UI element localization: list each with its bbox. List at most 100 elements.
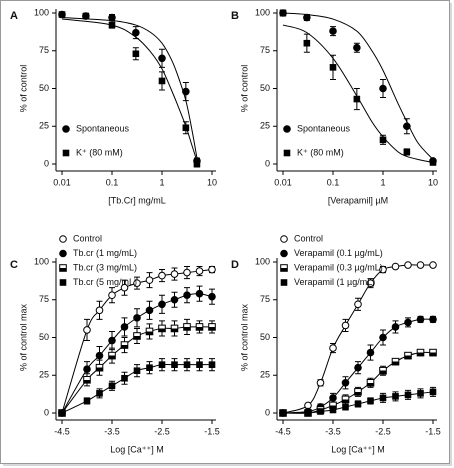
data-point (183, 291, 191, 300)
data-point (208, 361, 216, 368)
data-point (133, 332, 141, 340)
data-point (379, 333, 387, 342)
data-point (354, 363, 362, 372)
data-point (379, 136, 387, 144)
data-point (170, 270, 179, 278)
data-point (404, 391, 412, 399)
data-point (391, 262, 400, 271)
x-tick-label: -3.5 (325, 426, 341, 436)
y-axis-label: % of control (18, 65, 28, 113)
data-point (133, 279, 141, 287)
y-tick-label: 50 (260, 332, 270, 342)
data-point (379, 366, 387, 375)
y-tick-label: 25 (39, 121, 49, 131)
y-axis-label: % of control max (239, 303, 249, 371)
data-point (366, 279, 375, 287)
data-point (404, 318, 412, 327)
data-point (108, 351, 116, 360)
y-tick-label: 75 (39, 294, 49, 304)
data-point (183, 361, 191, 368)
data-point (146, 364, 153, 371)
y-axis-label: % of control max (18, 303, 28, 371)
y-tick-label: 0 (44, 407, 49, 417)
y-tick-label: 50 (260, 83, 270, 93)
data-point (379, 394, 387, 402)
data-point (83, 365, 91, 374)
data-point (121, 374, 128, 382)
x-tick-label: -1.5 (425, 426, 441, 436)
data-point (379, 265, 387, 274)
x-tick-label: 0.1 (327, 177, 340, 187)
data-point (341, 395, 350, 404)
data-point (403, 148, 411, 156)
x-axis-label: Log [Ca⁺⁺] M (110, 444, 164, 454)
y-tick-label: 0 (265, 158, 270, 168)
data-point (158, 54, 166, 63)
y-tick-label: 50 (39, 332, 49, 342)
x-tick-label: -4.5 (54, 426, 70, 436)
panel-label: D (231, 259, 239, 271)
data-point (132, 50, 140, 58)
data-point (145, 306, 154, 315)
legend-label: K⁺ (80 mM) (76, 147, 123, 157)
legend-label: Tb.cr (3 mg/mL) (73, 262, 137, 272)
data-point (416, 315, 425, 324)
y-tick-label: 50 (39, 83, 49, 93)
data-point (279, 9, 287, 17)
data-point (366, 379, 375, 387)
data-point (353, 95, 361, 103)
legend-label: Tb.cr (1 mg/mL) (73, 248, 137, 258)
data-point (329, 394, 337, 402)
fit-curve (282, 12, 434, 160)
data-point (196, 361, 203, 368)
data-point (208, 323, 216, 331)
data-point (329, 64, 337, 71)
x-tick-label: -2.5 (154, 426, 170, 436)
legend-label: Verapamil (0.1 µg/mL) (294, 248, 383, 258)
y-axis-label: % of control (239, 65, 249, 113)
panel-label: C (10, 259, 18, 271)
x-tick-label: 10 (428, 177, 438, 187)
data-point (183, 323, 191, 331)
legend-marker (59, 279, 67, 286)
data-point (429, 261, 437, 269)
x-tick-label: 0.1 (106, 177, 119, 187)
legend-marker (59, 249, 67, 258)
data-point (95, 306, 104, 315)
legend-label: Verapamil (1 µg/mL) (294, 277, 375, 287)
data-point (132, 28, 140, 37)
legend-label: Verapamil (0.3 µg/mL) (294, 262, 383, 272)
data-point (329, 406, 337, 414)
data-point (404, 351, 412, 360)
data-point (316, 379, 325, 387)
x-tick-label: -3.5 (104, 426, 120, 436)
legend-marker (280, 264, 288, 272)
data-point (133, 314, 141, 322)
data-point (193, 160, 201, 168)
x-tick-label: -4.5 (275, 426, 291, 436)
y-tick-label: 75 (260, 45, 270, 55)
legend-label: Tb.cr (5 mg/mL) (73, 277, 137, 287)
data-point (379, 84, 387, 93)
data-point (83, 375, 91, 384)
data-point (158, 271, 166, 280)
data-point (83, 397, 91, 405)
data-point (391, 323, 400, 331)
data-point (392, 393, 399, 400)
data-point (416, 261, 425, 269)
data-point (208, 265, 216, 274)
data-point (158, 361, 166, 368)
data-point (170, 324, 179, 333)
y-tick-label: 100 (34, 7, 49, 17)
x-tick-label: 10 (207, 177, 217, 187)
legend-marker (283, 125, 291, 133)
legend-marker (62, 149, 70, 157)
data-point (120, 283, 129, 292)
fit-curve (282, 24, 434, 163)
data-point (429, 388, 437, 396)
data-point (303, 13, 311, 22)
data-point (183, 268, 191, 277)
data-point (341, 379, 350, 387)
